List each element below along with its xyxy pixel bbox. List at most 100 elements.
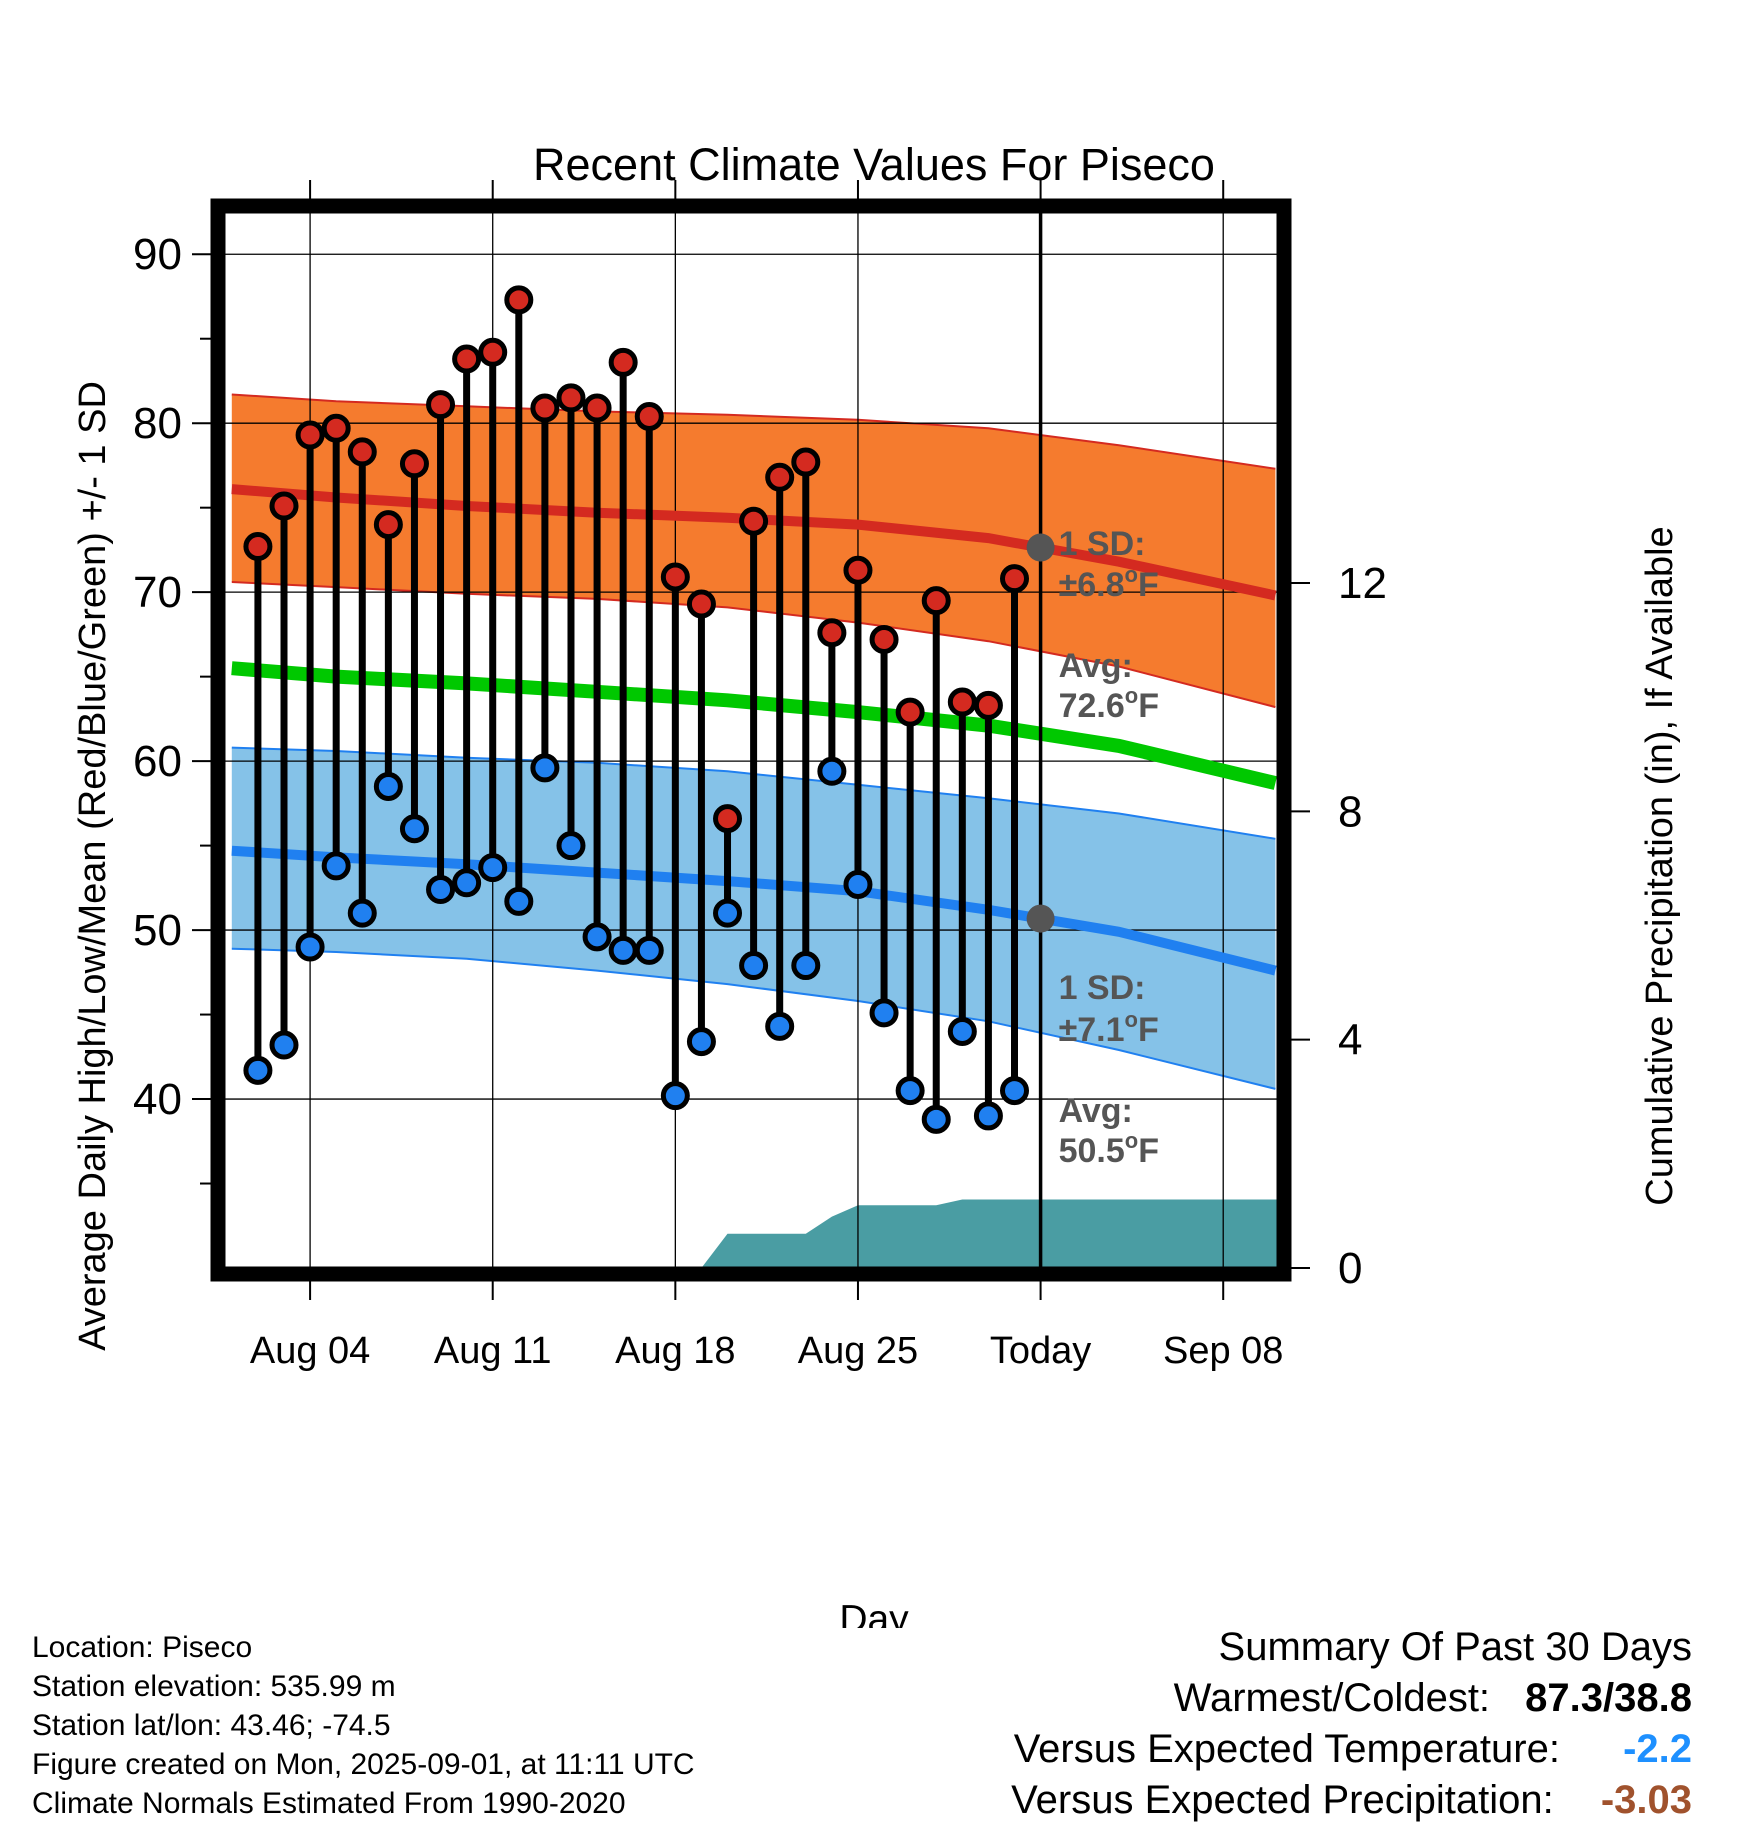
observed-high-point xyxy=(895,697,925,727)
observed-high-point xyxy=(608,347,638,377)
observed-low-point xyxy=(765,1011,795,1041)
summary-precip-label: Versus Expected Precipitation: xyxy=(1011,1778,1554,1822)
y-tick-label: 80 xyxy=(133,399,182,448)
period-number: 30 xyxy=(1055,1375,1095,1416)
observed-low-point xyxy=(452,868,482,898)
low-sd-value: ±7.1oF xyxy=(1059,1007,1159,1049)
observed-high-point xyxy=(713,804,743,834)
observed-high-point xyxy=(295,420,325,450)
observed-low-point xyxy=(399,814,429,844)
observed-low-point xyxy=(295,932,325,962)
observed-low-point xyxy=(843,869,873,899)
location-text: Location: Piseco xyxy=(32,1631,253,1664)
high-sd-label: 1 SD: xyxy=(1059,525,1146,563)
summary-precip-row: Versus Expected Precipitation: -3.03 xyxy=(1011,1775,1692,1826)
observed-high-point xyxy=(478,337,508,367)
observed-low-point xyxy=(634,935,664,965)
summary-warm-cold-row: Warmest/Coldest: 87.3/38.8 xyxy=(1011,1673,1692,1724)
y2-tick-label: 12 xyxy=(1338,559,1387,608)
summary-panel: Summary Of Past 30 Days Warmest/Coldest:… xyxy=(1011,1622,1692,1826)
observed-low-point xyxy=(947,1016,977,1046)
mean-normal-line xyxy=(231,661,1278,790)
observed-high-point xyxy=(452,344,482,374)
x-axis-label: Day xyxy=(839,1598,909,1628)
observed-high-point xyxy=(791,447,821,477)
y-tick-label: 50 xyxy=(133,906,182,955)
x-tick-label: Sep 08 xyxy=(1163,1330,1283,1372)
observed-high-point xyxy=(739,506,769,536)
y-tick-label: 40 xyxy=(133,1075,182,1124)
high-avg-line xyxy=(231,484,1277,601)
observed-high-point xyxy=(582,393,612,423)
observed-low-point xyxy=(426,875,456,905)
precip-area xyxy=(224,1199,1278,1268)
observed-high-point xyxy=(1000,564,1029,594)
y2-tick-label: 8 xyxy=(1338,787,1362,836)
observed-low-point xyxy=(347,898,377,928)
observed-low-point xyxy=(373,771,403,801)
observed-low-point xyxy=(739,951,769,981)
observed-high-point xyxy=(556,383,586,413)
observed-high-point xyxy=(817,618,847,648)
low-sd-label: 1 SD: xyxy=(1059,969,1146,1007)
climate-chart: Recent Climate Values For Piseco 1 SD:±6… xyxy=(72,139,1681,1628)
summary-title: Summary Of Past 30 Days xyxy=(1218,1625,1692,1669)
observed-high-point xyxy=(530,393,560,423)
high-sd-upper-edge xyxy=(231,393,1276,470)
y-tick-label: 70 xyxy=(133,568,182,617)
x-tick-label: Aug 04 xyxy=(250,1330,370,1372)
y-axis-label: Average Daily High/Low/Mean (Red/Blue/Gr… xyxy=(72,381,114,1351)
y2-tick-label: 0 xyxy=(1338,1244,1362,1293)
observed-high-point xyxy=(973,690,1003,720)
y-tick-label: 90 xyxy=(133,230,182,279)
latlon-text: Station lat/lon: 43.46; -74.5 xyxy=(32,1709,391,1742)
summary-precip-value: -3.03 xyxy=(1600,1778,1692,1822)
observed-low-point xyxy=(608,935,638,965)
observed-low-point xyxy=(686,1027,716,1057)
observed-high-point xyxy=(243,532,273,562)
observed-low-point xyxy=(973,1101,1003,1131)
observed-low-point xyxy=(556,831,586,861)
summary-temp-label: Versus Expected Temperature: xyxy=(1013,1727,1560,1771)
observed-high-point xyxy=(373,510,403,540)
observed-low-point xyxy=(530,753,560,783)
summary-warm-cold-label: Warmest/Coldest: xyxy=(1173,1676,1491,1720)
observed-high-point xyxy=(843,555,873,585)
station-info: Location: Piseco Station elevation: 535.… xyxy=(32,1628,695,1823)
summary-warm-cold-value: 87.3/38.8 xyxy=(1525,1676,1692,1720)
high-sd-value: ±6.8oF xyxy=(1059,562,1159,604)
observed-high-point xyxy=(321,413,351,443)
observed-high-point xyxy=(686,589,716,619)
observed-high-point xyxy=(869,624,899,654)
observed-high-point xyxy=(399,449,429,479)
observed-high-point xyxy=(504,285,534,315)
observed-high-point xyxy=(947,687,977,717)
x-tick-label: Today xyxy=(990,1330,1091,1372)
observed-high-point xyxy=(921,586,951,616)
y2-axis-label: Cumulative Precipitation (in), If Availa… xyxy=(1639,526,1681,1205)
y-tick-label: 60 xyxy=(133,737,182,786)
observed-low-point xyxy=(817,756,847,786)
low-sd-upper-edge xyxy=(231,746,1276,840)
observed-high-point xyxy=(347,437,377,467)
low-sd-lower-edge xyxy=(231,947,1276,1090)
low-avg-value: 50.5oF xyxy=(1059,1128,1159,1170)
observed-low-point xyxy=(243,1055,273,1085)
observed-low-point xyxy=(660,1081,690,1111)
created-text: Figure created on Mon, 2025-09-01, at 11… xyxy=(32,1748,695,1781)
low-avg-label: Avg: xyxy=(1059,1092,1133,1130)
summary-temp-value: -2.2 xyxy=(1623,1727,1692,1771)
observed-high-point xyxy=(426,390,456,420)
x-tick-label: Aug 18 xyxy=(615,1330,735,1372)
observed-low-point xyxy=(269,1030,299,1060)
observed-high-point xyxy=(660,562,690,592)
observed-low-point xyxy=(1000,1076,1029,1106)
x-tick-label: Aug 25 xyxy=(798,1330,918,1372)
observed-high-point xyxy=(765,462,795,492)
observed-low-point xyxy=(791,951,821,981)
observed-low-point xyxy=(582,922,612,952)
elevation-text: Station elevation: 535.99 m xyxy=(32,1670,396,1703)
plot-frame xyxy=(210,198,1292,1282)
observed-low-point xyxy=(869,998,899,1028)
